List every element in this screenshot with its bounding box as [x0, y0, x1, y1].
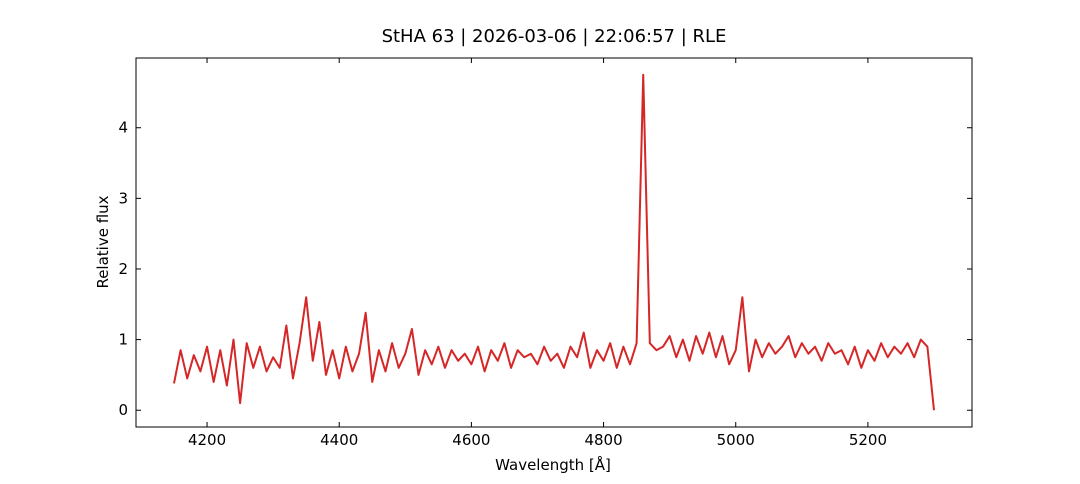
x-tick-label: 4200 — [188, 431, 226, 449]
y-tick-label: 0 — [118, 401, 128, 419]
y-axis-label: Relative flux — [94, 195, 112, 288]
y-tick-label: 4 — [118, 119, 128, 137]
x-tick-label: 4400 — [320, 431, 358, 449]
x-tick-label: 5200 — [849, 431, 887, 449]
y-tick-label: 2 — [118, 260, 128, 278]
spectrum-line — [173, 73, 935, 411]
x-tick-label: 4600 — [452, 431, 490, 449]
chart-title: StHA 63 | 2026-03-06 | 22:06:57 | RLE — [382, 26, 727, 47]
x-axis-label: Wavelength [Å] — [495, 455, 611, 474]
y-tick-label: 3 — [118, 189, 128, 207]
x-tick-label: 5000 — [717, 431, 755, 449]
plot-frame — [135, 57, 973, 428]
x-tick-label: 4800 — [584, 431, 622, 449]
y-tick-label: 1 — [118, 331, 128, 349]
